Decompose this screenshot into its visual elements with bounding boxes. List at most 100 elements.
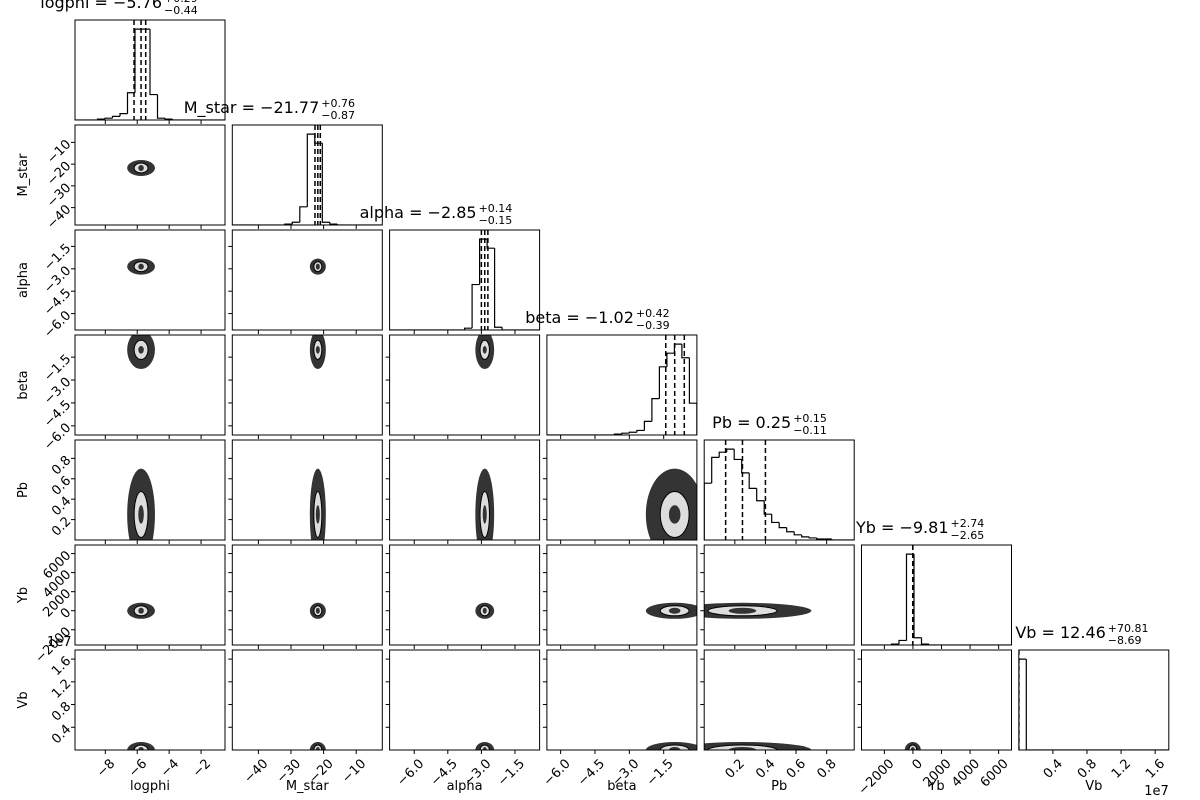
- histogram-bin: [104, 117, 113, 120]
- panel-frame: [546, 649, 698, 751]
- panel: [475, 335, 495, 370]
- panel-frame: [389, 229, 541, 331]
- y-axis-label: beta: [16, 370, 31, 399]
- y-tick-label: 1.2: [49, 677, 74, 702]
- y-tick-label: 0.8: [49, 453, 74, 478]
- panel-frame: [546, 439, 698, 541]
- histogram-bin: [336, 224, 345, 225]
- panel-frame: [703, 649, 855, 751]
- y-tick-label: −20: [44, 159, 74, 189]
- panel-frame: [74, 649, 226, 751]
- panel-frame: [74, 334, 226, 436]
- lower-error: −8.69: [1108, 634, 1142, 647]
- histogram-bin: [905, 553, 914, 641]
- x-axis-label: beta: [607, 779, 636, 794]
- density-core: [138, 164, 144, 171]
- histogram-bin: [763, 500, 772, 515]
- density-core: [315, 747, 320, 750]
- histogram-bin: [801, 534, 810, 538]
- density-core: [482, 747, 487, 750]
- histogram-bin: [711, 456, 720, 484]
- upper-error: +0.29: [164, 0, 198, 5]
- panel-frame: [74, 544, 226, 646]
- histogram-bin: [486, 239, 495, 249]
- lower-error: −0.87: [321, 109, 355, 122]
- y-tick-label: −10: [44, 137, 74, 167]
- histogram-bin: [771, 514, 780, 524]
- histogram-bin: [1018, 658, 1027, 750]
- histogram-bin: [636, 429, 645, 433]
- x-tick-label: −6: [126, 756, 150, 780]
- panel: [127, 742, 155, 750]
- panel: [645, 468, 697, 540]
- y-tick-label: 0.4: [49, 494, 74, 519]
- offset-label: 1e7: [47, 635, 72, 650]
- panel-frame: [861, 544, 1012, 646]
- histogram-bin: [673, 343, 682, 354]
- histogram-bin: [718, 451, 727, 458]
- panel: [127, 468, 155, 540]
- density-core: [728, 607, 757, 614]
- histogram-bin: [793, 531, 802, 536]
- panel-frame: [389, 649, 541, 751]
- histogram-bin: [666, 352, 675, 367]
- density-core: [668, 747, 681, 750]
- panel-frame: [231, 229, 383, 331]
- panel: [127, 335, 155, 370]
- panel: [309, 742, 326, 750]
- panel: [127, 602, 155, 619]
- histogram-bin: [299, 206, 308, 223]
- histogram-bin: [291, 221, 300, 225]
- density-core: [138, 505, 144, 524]
- x-tick-label: −1.5: [644, 756, 677, 789]
- density-core: [668, 505, 681, 524]
- x-tick-label: 0.4: [753, 756, 778, 781]
- density-core: [138, 747, 144, 750]
- histogram-bin: [494, 248, 503, 328]
- x-tick-label: 0.2: [723, 756, 748, 781]
- panel: [75, 20, 225, 120]
- histogram-bin: [898, 639, 907, 645]
- density-core: [668, 607, 681, 614]
- x-tick-label: −10: [339, 756, 369, 786]
- histogram-bin: [479, 238, 488, 285]
- panel-frame: [74, 19, 226, 121]
- x-tick-label: −2000: [856, 756, 898, 798]
- x-axis-label: Pb: [771, 779, 787, 794]
- density-core: [315, 505, 320, 524]
- panel-frame: [231, 649, 383, 751]
- histogram-bin: [164, 118, 173, 120]
- lower-error: −2.65: [951, 529, 985, 542]
- density-core: [315, 263, 320, 270]
- histogram-bin: [149, 29, 158, 96]
- lower-error: −0.11: [793, 424, 827, 437]
- histogram-bin: [688, 357, 697, 435]
- histogram-bin: [321, 143, 330, 223]
- x-axis-label: logphi: [130, 779, 170, 794]
- panel-title: Vb = 12.46: [1015, 623, 1105, 642]
- panel-frame: [861, 649, 1012, 751]
- panel: [1018, 650, 1169, 750]
- panel-frame: [231, 124, 383, 226]
- panel-frame: [389, 439, 541, 541]
- histogram-bin: [741, 459, 750, 474]
- x-tick-label: −4.5: [575, 756, 608, 789]
- density-core: [138, 263, 144, 270]
- x-tick-label: 6000: [978, 756, 1012, 790]
- panel: [861, 545, 1012, 645]
- y-tick-label: −30: [44, 181, 74, 211]
- panel-frame: [703, 439, 855, 541]
- panel: [704, 602, 812, 619]
- panel-frame: [1018, 649, 1170, 751]
- histogram-bin: [628, 431, 637, 434]
- density-core: [482, 505, 487, 524]
- x-tick-label: −2: [190, 756, 214, 780]
- histogram-bin: [111, 115, 120, 119]
- panel-frame: [74, 229, 226, 331]
- panel-title: beta = −1.02: [525, 308, 634, 327]
- upper-error: +0.15: [793, 412, 827, 425]
- histogram-bin: [778, 522, 787, 529]
- histogram-bin: [643, 420, 652, 431]
- y-axis-label: alpha: [16, 262, 31, 298]
